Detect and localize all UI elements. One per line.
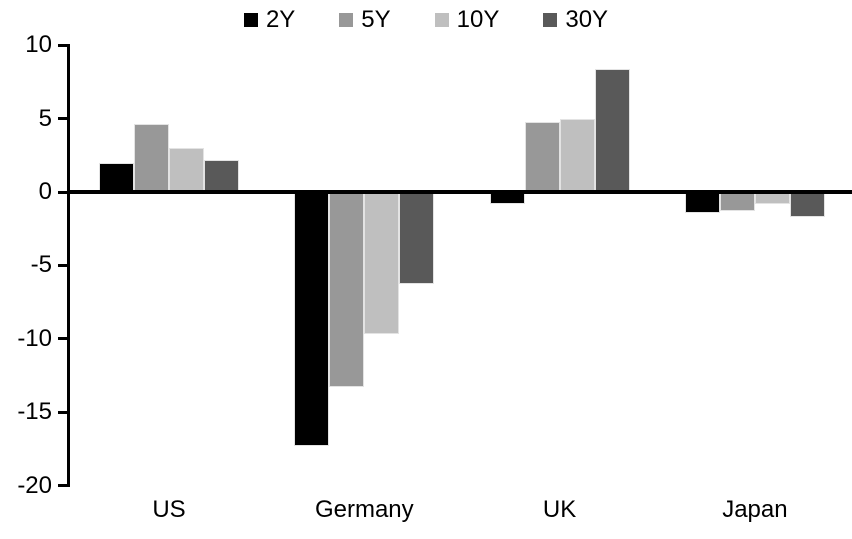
legend-label-10y: 10Y <box>456 6 500 33</box>
bar-us-5y <box>134 124 169 192</box>
y-axis-tick <box>58 337 67 341</box>
y-tick-label: -5 <box>30 251 52 279</box>
y-axis-tick <box>58 484 67 488</box>
legend-item-30y: 30Y <box>543 6 608 34</box>
legend-swatch-30y-icon <box>543 13 558 27</box>
y-tick-label: 10 <box>25 31 52 59</box>
bar-germany-5y <box>329 192 365 388</box>
legend-item-10y: 10Y <box>434 6 500 34</box>
legend-label-2y: 2Y <box>265 6 296 33</box>
y-tick-label: -15 <box>17 398 52 426</box>
bar-us-30y <box>204 159 239 192</box>
y-axis-tick <box>58 410 67 414</box>
bar-uk-10y <box>559 118 595 192</box>
legend-item-2y: 2Y <box>243 6 296 34</box>
bar-uk-5y <box>524 121 560 192</box>
bar-japan-2y <box>684 192 720 213</box>
legend-label-30y: 30Y <box>565 6 609 33</box>
bar-germany-10y <box>364 192 400 335</box>
category-label-uk: UK <box>542 496 577 523</box>
bar-japan-30y <box>789 192 825 217</box>
legend-swatch-5y-icon <box>339 13 354 27</box>
y-axis-tick <box>58 43 67 47</box>
y-axis-tick <box>58 263 67 267</box>
bar-us-10y <box>169 147 204 192</box>
category-label-germany: Germany <box>314 496 414 523</box>
bar-uk-30y <box>594 68 630 192</box>
y-tick-label: 0 <box>38 178 52 205</box>
y-axis-line <box>67 44 70 487</box>
legend-swatch-2y-icon <box>243 13 258 27</box>
y-tick-label: -10 <box>17 324 52 352</box>
category-label-us: US <box>152 496 186 523</box>
legend-swatch-10y-icon <box>434 13 449 27</box>
y-tick-label: -20 <box>17 471 52 499</box>
y-axis-tick <box>58 117 67 121</box>
bar-germany-30y <box>399 192 435 285</box>
category-label-japan: Japan <box>722 496 788 523</box>
chart-legend: 2Y 5Y 10Y 30Y <box>0 6 852 34</box>
legend-label-5y: 5Y <box>361 6 391 33</box>
bar-us-2y <box>99 162 134 192</box>
legend-item-5y: 5Y <box>339 6 391 34</box>
bar-germany-2y <box>294 192 330 446</box>
y-axis-tick <box>58 190 67 194</box>
bar-japan-5y <box>719 192 755 212</box>
y-tick-label: 5 <box>38 104 52 132</box>
zero-baseline <box>67 190 852 194</box>
